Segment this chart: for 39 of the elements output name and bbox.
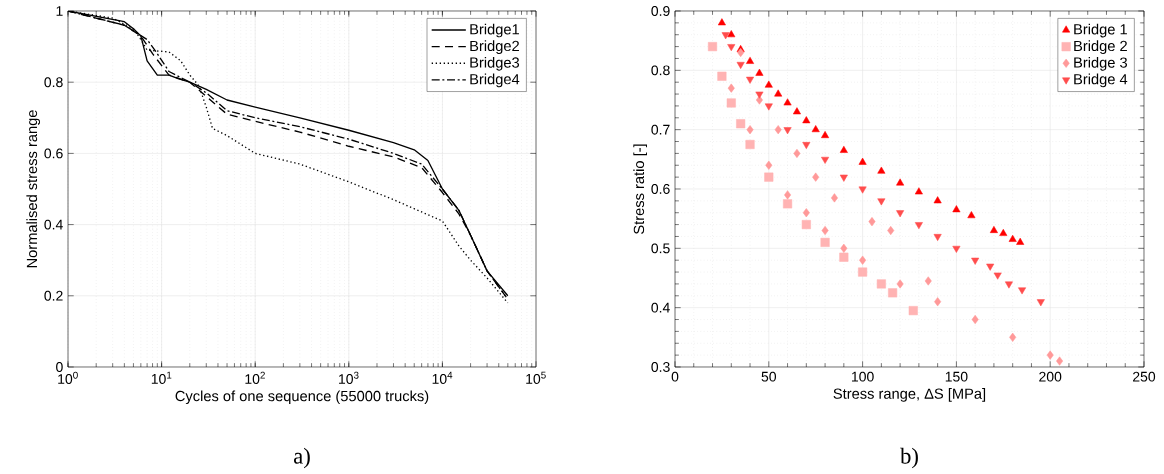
text: a) bbox=[294, 447, 310, 469]
x-axis-title: Cycles of one sequence (55000 trucks) bbox=[175, 390, 429, 405]
y-tick-label: 0.8 bbox=[44, 77, 63, 88]
x-axis-title: Stress range, ΔS [MPa] bbox=[833, 388, 986, 402]
y-tick-label: 0.6 bbox=[44, 148, 63, 159]
x-tick-label: 10$^{3}$ bbox=[339, 371, 359, 384]
legend-label: Bridge4 bbox=[470, 73, 520, 88]
y-tick-label: 0.2 bbox=[44, 290, 63, 301]
legend-label: Bridge 4 bbox=[1074, 73, 1128, 88]
y-tick-label: 0.6 bbox=[651, 184, 670, 194]
x-tick-label: 10$^{0}$ bbox=[58, 371, 78, 384]
x-tick-label: 10$^{1}$ bbox=[151, 371, 172, 384]
y-tick-label: 0.3 bbox=[651, 362, 670, 372]
legend-label: Bridge2 bbox=[470, 40, 519, 54]
x-tick-label: 100 bbox=[851, 371, 874, 382]
x-tick-label: 10$^{2}$ bbox=[245, 371, 265, 384]
x-tick-label: 200 bbox=[1039, 371, 1062, 382]
y-axis-title: Normalised stress range bbox=[26, 110, 41, 268]
y-axis-title: Stress ratio [-] bbox=[633, 144, 647, 234]
x-tick-label: 250 bbox=[1133, 371, 1156, 382]
y-tick-label: 0.8 bbox=[651, 65, 670, 76]
text: b) bbox=[900, 447, 918, 469]
legend-label: Bridge 1 bbox=[1074, 23, 1127, 38]
legend-label: Bridge 3 bbox=[1074, 56, 1128, 71]
x-tick-label: 50 bbox=[761, 371, 777, 382]
x-tick-label: 0 bbox=[671, 371, 679, 382]
legend-label: Bridge3 bbox=[470, 56, 520, 71]
y-tick-label: 1 bbox=[56, 6, 63, 16]
x-tick-label: 10$^{4}$ bbox=[432, 371, 453, 384]
x-tick-label: 10$^{5}$ bbox=[526, 371, 546, 384]
y-tick-label: 0.9 bbox=[651, 6, 670, 16]
y-tick-label: 0.5 bbox=[651, 243, 670, 254]
x-tick-label: 150 bbox=[945, 371, 968, 382]
y-tick-label: 0 bbox=[56, 362, 63, 372]
y-tick-label: 0.7 bbox=[651, 124, 670, 135]
y-tick-label: 0.4 bbox=[44, 219, 63, 230]
y-tick-label: 0.4 bbox=[651, 302, 670, 313]
legend-label: Bridge1 bbox=[470, 23, 519, 38]
legend-label: Bridge 2 bbox=[1074, 40, 1127, 55]
